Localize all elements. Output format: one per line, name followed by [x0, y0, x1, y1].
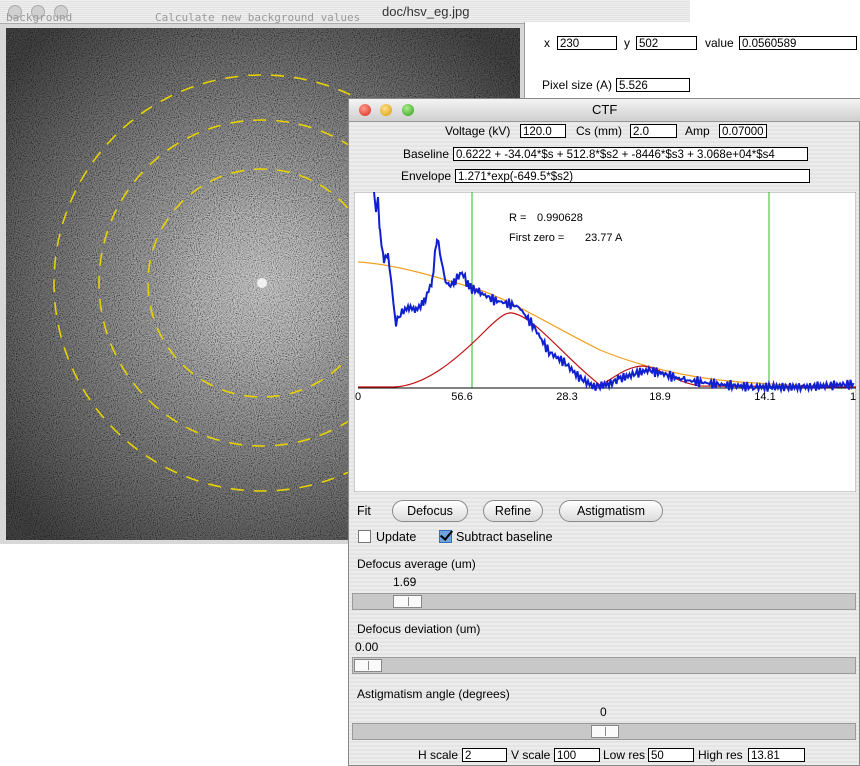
text-field[interactable]: 13.81 [748, 748, 805, 762]
label: Fit [357, 504, 371, 518]
window-button[interactable] [8, 5, 22, 19]
label: Amp [685, 124, 710, 138]
label: High res [698, 748, 743, 762]
text-field[interactable]: 1.271*exp(-649.5*$s2) [455, 169, 810, 183]
zoom-button[interactable] [402, 104, 414, 116]
slider[interactable] [352, 723, 856, 740]
label: Pixel size (A) [542, 78, 613, 92]
checkbox-label: Update [376, 530, 417, 544]
button[interactable]: Refine [483, 500, 543, 522]
label: Low res [603, 748, 646, 762]
text-field[interactable]: 230 [557, 36, 617, 50]
text-field[interactable]: 502 [636, 36, 697, 50]
text-field[interactable]: 2 [462, 748, 507, 762]
text-field[interactable]: 0.07000 [719, 124, 767, 138]
label: H scale [418, 748, 459, 762]
ctf-titlebar [349, 99, 860, 122]
label: Envelope [401, 169, 452, 183]
label: R = [509, 212, 526, 224]
slider[interactable] [352, 657, 856, 674]
checkbox[interactable] [439, 530, 452, 543]
ctf-plot: R = 0.990628 First zero = 23.77 A 0 56.6… [354, 192, 856, 492]
x-axis-label: 0 [355, 391, 361, 403]
text-field[interactable]: 50 [648, 748, 694, 762]
slider-value: 0 [600, 705, 607, 719]
label: Voltage (kV) [445, 124, 511, 138]
slider-label: Defocus deviation (um) [357, 622, 481, 636]
text-field[interactable]: 0.0560589 [739, 36, 857, 50]
button[interactable]: Astigmatism [559, 500, 663, 522]
text-field[interactable]: 5.526 [616, 78, 690, 92]
image-titlebar [0, 0, 690, 24]
label: y [624, 36, 630, 50]
x-axis-label: 56.6 [451, 391, 472, 403]
button[interactable]: Defocus [392, 500, 468, 522]
slider-label: Defocus average (um) [357, 557, 476, 571]
envelope-curve [357, 261, 856, 388]
checkbox[interactable] [358, 530, 371, 543]
slider-label: Astigmatism angle (degrees) [357, 687, 510, 701]
x-axis-label: 28.3 [556, 391, 577, 403]
slider[interactable] [352, 593, 856, 610]
info-panel [524, 22, 860, 102]
label: value [705, 36, 734, 50]
window-button[interactable] [31, 5, 45, 19]
x-axis-label: 18.9 [649, 391, 670, 403]
label: First zero = [509, 232, 564, 244]
slider-thumb[interactable] [591, 725, 619, 738]
window-title: doc/hsv_eg.jpg [382, 4, 470, 19]
slider-value: 1.69 [393, 575, 417, 589]
minimize-button[interactable] [380, 104, 392, 116]
x-axis-label: 1 [850, 391, 856, 403]
label: Baseline [403, 147, 450, 161]
slider-thumb[interactable] [393, 595, 422, 608]
x-axis-label: 14.1 [754, 391, 775, 403]
value: 0.990628 [537, 212, 583, 224]
menu-item[interactable]: Calculate new background values [155, 11, 361, 24]
label: V scale [511, 748, 551, 762]
slider-thumb[interactable] [354, 659, 382, 672]
text-field[interactable]: 100 [554, 748, 600, 762]
image-center [257, 278, 267, 288]
text-field[interactable]: 2.0 [630, 124, 677, 138]
label: x [544, 36, 550, 50]
slider-value: 0.00 [355, 640, 379, 654]
checkbox-label: Subtract baseline [456, 530, 553, 544]
window-title: CTF [592, 102, 618, 117]
text-field[interactable]: 120.0 [520, 124, 566, 138]
value: 23.77 A [585, 232, 623, 244]
window-button[interactable] [54, 5, 68, 19]
close-button[interactable] [359, 104, 371, 116]
text-field[interactable]: 0.6222 + -34.04*$s + 512.8*$s2 + -8446*$… [453, 147, 808, 161]
data-curve [373, 192, 855, 394]
menu-item[interactable]: background [6, 11, 73, 24]
label: Cs (mm) [576, 124, 622, 138]
